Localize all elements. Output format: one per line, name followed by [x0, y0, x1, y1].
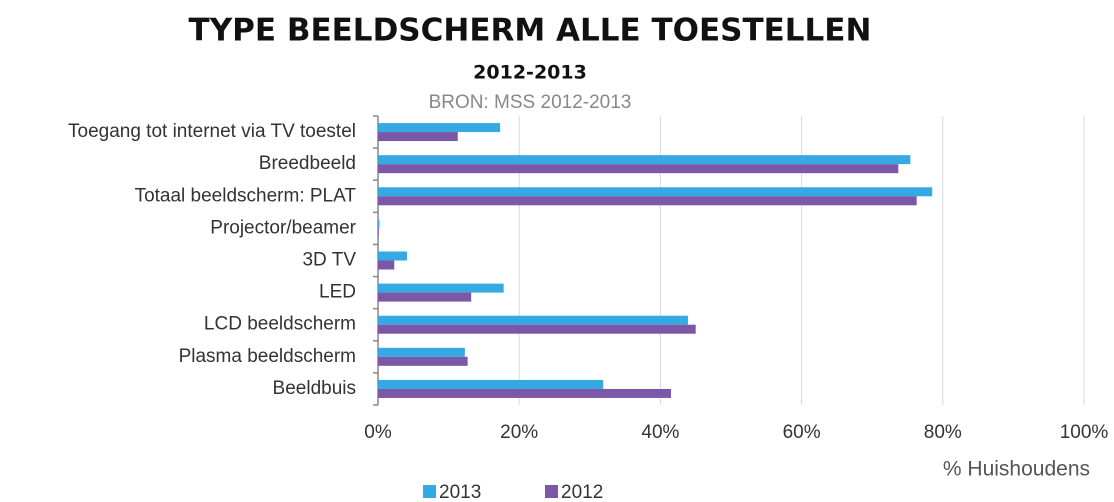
x-tick-label: 40%	[641, 422, 679, 443]
bar	[378, 379, 604, 389]
bar	[378, 219, 380, 229]
bar	[378, 155, 911, 165]
bar	[378, 292, 472, 302]
legend-label: 2013	[439, 482, 481, 502]
y-tick-label: Beeldbuis	[273, 378, 356, 399]
bar	[378, 324, 696, 334]
y-tick-label: Breedbeeld	[259, 153, 356, 174]
bar	[378, 123, 501, 133]
y-tick-label: Projector/beamer	[210, 217, 356, 238]
y-tick-label: Plasma beeldscherm	[179, 346, 356, 367]
bar	[378, 356, 468, 366]
bar	[378, 388, 671, 398]
bar	[378, 347, 465, 357]
bar	[378, 260, 395, 270]
bar	[378, 196, 917, 206]
y-tick-label: LED	[319, 282, 356, 303]
bar	[378, 251, 407, 261]
bar	[378, 132, 458, 142]
bar	[378, 187, 933, 197]
chart-subtitle: 2012-2013	[473, 62, 587, 84]
chart-title: TYPE BEELDSCHERM ALLE TOESTELLEN	[189, 13, 872, 49]
bar	[378, 315, 688, 325]
legend-swatch	[423, 485, 436, 498]
bar	[378, 228, 379, 238]
x-axis-label: % Huishoudens	[943, 458, 1090, 481]
x-tick-label: 0%	[364, 422, 392, 443]
x-tick-label: 20%	[500, 422, 538, 443]
legend-label: 2012	[561, 482, 603, 502]
y-tick-label: Toegang tot internet via TV toestel	[68, 121, 356, 142]
y-tick-label: LCD beeldscherm	[204, 314, 356, 335]
x-tick-label: 60%	[783, 422, 821, 443]
source: BRON: MSS 2012-2013	[429, 92, 632, 113]
legend-swatch	[545, 485, 558, 498]
bar	[378, 283, 504, 293]
x-tick-label: 100%	[1060, 422, 1109, 443]
bar	[378, 164, 899, 174]
x-tick-label: 80%	[924, 422, 962, 443]
y-tick-label: Totaal beeldscherm: PLAT	[135, 185, 357, 206]
y-tick-label: 3D TV	[302, 250, 356, 271]
